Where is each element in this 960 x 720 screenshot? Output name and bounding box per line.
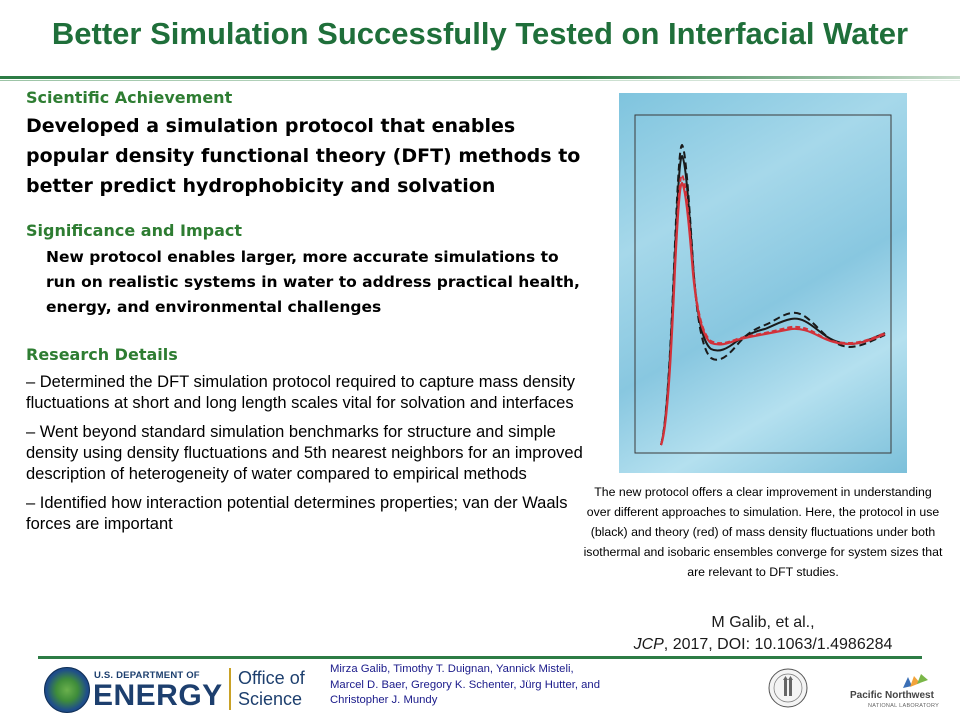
curve-red-solid — [659, 181, 886, 446]
citation: M Galib, et al., JCP, 2017, DOI: 10.1063… — [582, 612, 944, 656]
achievement-text: Developed a simulation protocol that ena… — [26, 115, 581, 197]
title-divider — [0, 76, 960, 79]
title-divider-shadow — [0, 80, 960, 81]
achievement-heading: Scientific Achievement — [26, 88, 233, 107]
details-heading: Research Details — [26, 345, 178, 364]
detail-item-2: – Went beyond standard simulation benchm… — [26, 423, 583, 483]
impact-text: New protocol enables larger, more accura… — [46, 248, 580, 316]
office-of-science-label: Office of Science — [238, 668, 305, 710]
doe-energy-wordmark: ENERGY — [93, 679, 223, 712]
pnnl-name: Pacific Northwest — [850, 690, 934, 701]
doe-logo-divider — [229, 668, 231, 710]
citation-authors: M Galib, et al., — [711, 614, 815, 631]
doe-department-label: U.S. DEPARTMENT OF — [94, 670, 200, 681]
slide-title: Better Simulation Successfully Tested on… — [51, 16, 909, 51]
pnnl-logo-icon — [903, 674, 928, 688]
detail-item-1: – Determined the DFT simulation protocol… — [26, 373, 576, 412]
office-line-2: Science — [238, 689, 303, 709]
citation-details: , 2017, DOI: 10.1063/1.4986284 — [663, 636, 893, 653]
figure-caption: The new protocol offers a clear improvem… — [583, 485, 943, 579]
pnnl-subtitle: NATIONAL LABORATORY — [868, 703, 940, 709]
footer-divider — [38, 656, 922, 659]
author-list: Mirza Galib, Timothy T. Duignan, Yannick… — [330, 663, 600, 706]
university-seal-icon — [768, 668, 808, 708]
citation-journal: JCP — [633, 636, 664, 653]
content-column: Scientific Achievement Developed a simul… — [26, 88, 586, 543]
citation-reference: JCP, 2017, DOI: 10.1063/1.4986284 — [582, 634, 944, 656]
density-curves-plot — [634, 114, 892, 454]
curve-red-dashed — [660, 173, 886, 446]
office-line-1: Office of — [238, 668, 305, 688]
simulation-figure — [619, 93, 907, 473]
curve-black-solid — [660, 154, 886, 446]
plot-frame — [634, 114, 892, 454]
doe-seal-icon — [44, 667, 90, 713]
detail-item-3: – Identified how interaction potential d… — [26, 494, 568, 533]
impact-heading: Significance and Impact — [26, 221, 242, 240]
